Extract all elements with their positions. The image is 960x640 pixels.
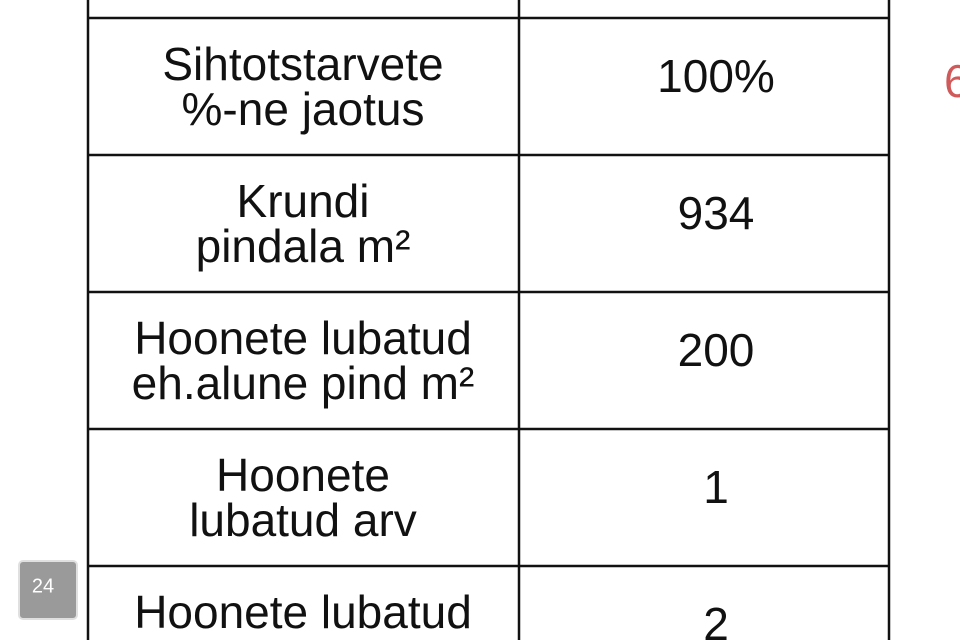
row-label: Hoonete lubatud: [134, 312, 472, 364]
row-label: %-ne jaotus: [182, 83, 425, 135]
page-badge: 24: [18, 560, 78, 620]
row-label: Hoonete lubatud: [134, 586, 472, 638]
row-value: 934: [678, 187, 755, 239]
row-value: 200: [678, 324, 755, 376]
row-label: eh.alune pind m²: [132, 357, 475, 409]
row-label: Sihtotstarvete: [162, 38, 443, 90]
row-value: 100%: [657, 50, 775, 102]
row-label: lubatud arv: [189, 494, 417, 546]
badge-text: 24: [32, 575, 54, 597]
badge-box: [18, 560, 78, 620]
row-value: 2: [703, 598, 729, 640]
row-value: 1: [703, 461, 729, 513]
row-label: Krundi: [237, 175, 370, 227]
row-label: pindala m²: [196, 220, 411, 272]
edge-text: 6: [944, 55, 960, 107]
row-label: Hoonete: [216, 449, 390, 501]
